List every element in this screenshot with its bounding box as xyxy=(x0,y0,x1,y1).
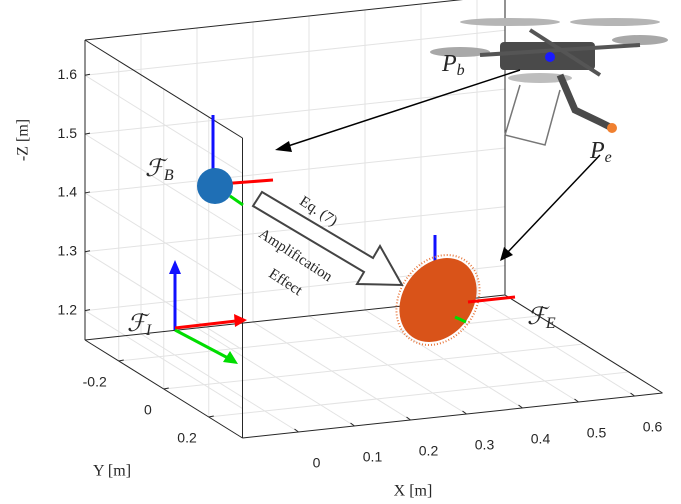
axis-edge xyxy=(85,0,505,40)
z-tick-label: 1.3 xyxy=(58,242,78,258)
y-axis-label: Y [m] xyxy=(93,463,131,480)
z-tick-label: 1.4 xyxy=(58,184,78,200)
y-tick-label: 0.2 xyxy=(177,430,197,446)
tick-mark xyxy=(351,423,355,426)
subscript: B xyxy=(164,167,174,184)
x-tick-label: 0.3 xyxy=(475,437,495,453)
z-tick-label: 1.5 xyxy=(58,125,78,141)
effect-label: Effect xyxy=(266,266,306,300)
label-fb: ℱB xyxy=(145,156,174,184)
label-fe: ℱE xyxy=(527,304,556,332)
subscript: I xyxy=(145,322,152,339)
subscript: E xyxy=(545,315,556,332)
x-tick-label: 0.2 xyxy=(419,443,439,459)
figure: 0 0.1 0.2 0.3 0.4 0.5 0.6 -0.2 0 0.2 1.2 1.3 1.4 1.5 1… xyxy=(0,0,681,504)
z-tick-label: 1.6 xyxy=(58,66,78,82)
tick-mark xyxy=(463,411,467,414)
label-pe: Pe xyxy=(589,138,612,166)
tick-mark xyxy=(295,429,299,432)
subscript: b xyxy=(457,62,465,79)
tick-mark xyxy=(575,399,579,402)
z-tick-label: 1.2 xyxy=(58,301,78,317)
subscript: e xyxy=(605,149,612,166)
label-fi: ℱI xyxy=(127,311,152,339)
tick-mark xyxy=(407,417,411,420)
drone xyxy=(430,18,668,145)
tick-mark xyxy=(631,393,635,396)
x-tick-label: 0.6 xyxy=(643,419,663,435)
symbol: P xyxy=(441,51,457,77)
tick-mark xyxy=(519,405,523,408)
x-tick-label: 0 xyxy=(313,455,321,471)
x-tick-label: 0.4 xyxy=(531,431,551,447)
y-tick-label: -0.2 xyxy=(83,374,107,390)
z-axis-label: -Z [m] xyxy=(15,119,32,161)
x-tick-label: 0.5 xyxy=(587,425,607,441)
x-axis-label: X [m] xyxy=(394,483,433,500)
axis-layer: 0 0.1 0.2 0.3 0.4 0.5 0.6 -0.2 0 0.2 1.2 1.3 1.4 1.5 1… xyxy=(58,0,663,471)
y-tick-label: 0 xyxy=(144,402,152,418)
x-tick-label: 0.1 xyxy=(363,449,383,465)
frame-e xyxy=(379,235,515,361)
symbol: P xyxy=(589,138,605,164)
